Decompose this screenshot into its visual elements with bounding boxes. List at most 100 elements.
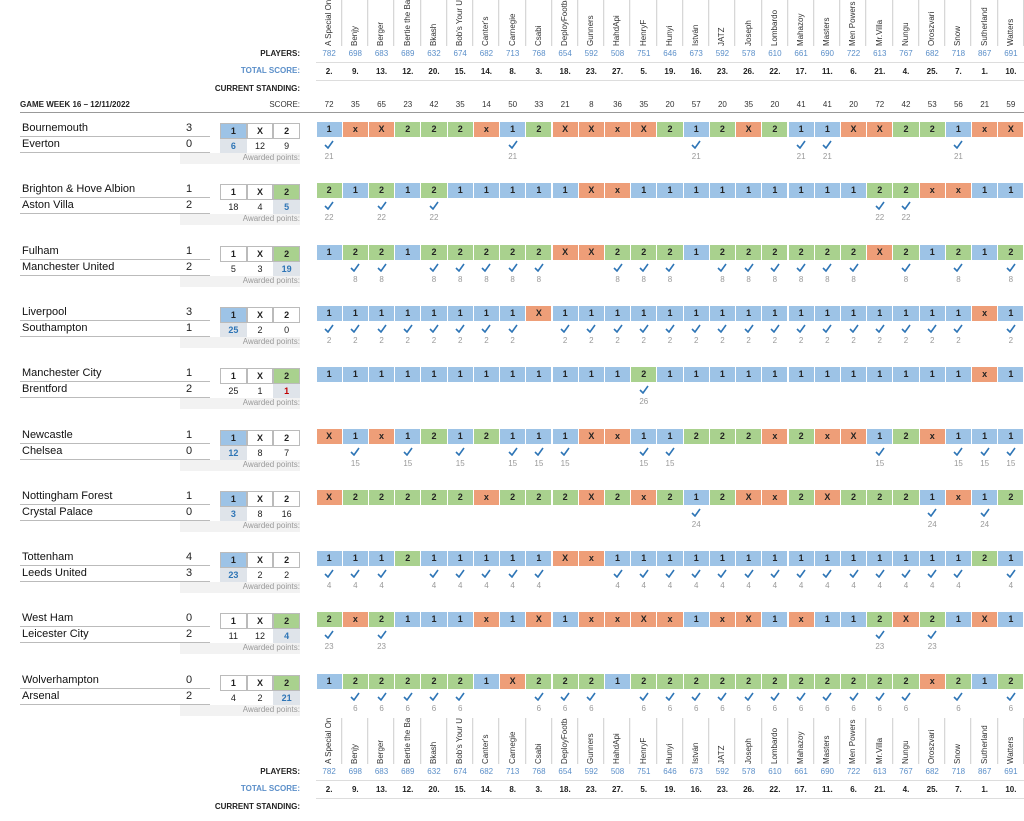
home-goals: 1: [186, 428, 193, 441]
standing: 1.: [981, 785, 988, 794]
total-score: 768: [532, 49, 546, 58]
check-icon: [350, 324, 360, 333]
check-icon: [691, 324, 701, 333]
pick-cell: x: [788, 612, 814, 628]
awarded-label: Awarded points:: [180, 582, 300, 594]
option-box: X: [246, 306, 274, 323]
home-team: Bournemouth: [22, 122, 89, 134]
awarded-points: 6: [667, 703, 673, 713]
pick-cell: 2: [972, 551, 998, 567]
divider: [316, 798, 1024, 799]
total-score: 718: [951, 49, 966, 58]
pick-cell: 1: [657, 305, 683, 321]
pick-cell: 1: [998, 428, 1024, 444]
standing: 5.: [640, 785, 648, 794]
check-icon: [612, 263, 623, 272]
away-team: Everton: [22, 138, 60, 150]
total-score: 613: [873, 767, 887, 776]
pick-cell: X: [736, 612, 762, 628]
week-score: 41: [796, 100, 806, 109]
standing: 15.: [454, 67, 466, 76]
week-score: 21: [980, 100, 990, 109]
pick-cell: 2: [867, 612, 893, 628]
total-score: 713: [505, 49, 520, 58]
pick-cell: 1: [421, 305, 447, 321]
pick-cell: 1: [526, 183, 552, 199]
standing: 27.: [611, 67, 624, 76]
total-score: 698: [348, 49, 362, 58]
check-icon: [324, 569, 334, 579]
week-score: 20: [717, 100, 727, 109]
option-box: 2: [273, 490, 300, 507]
awarded-points: 8: [536, 274, 542, 284]
home-goals: 3: [186, 122, 193, 134]
week-score: 72: [875, 100, 885, 109]
check-icon: [481, 263, 492, 272]
awarded-points: 22: [901, 213, 911, 223]
option-box: 2: [273, 184, 300, 201]
players-label: PLAYERS:: [260, 49, 300, 58]
pick-cell: 1: [998, 551, 1024, 567]
awarded-points: 8: [457, 274, 463, 284]
standing: 22.: [769, 785, 781, 794]
awarded-points: 22: [429, 213, 439, 223]
awarded-points: 2: [379, 335, 384, 345]
player-name: Lombardo: [761, 0, 788, 46]
pick-cell: x: [972, 122, 998, 137]
pick-cell: 2: [657, 122, 683, 137]
standing: 13.: [375, 67, 388, 76]
standing: 15.: [454, 785, 466, 794]
pick-cell: 1: [945, 551, 972, 567]
away-team: Brentford: [22, 383, 68, 396]
player-name: Canter's: [473, 718, 500, 764]
underline: [20, 503, 210, 505]
home-goals: 3: [186, 305, 193, 318]
week-score: 42: [429, 100, 439, 109]
player-name: Masters: [814, 718, 841, 764]
total-score: 592: [715, 49, 730, 58]
awarded-points: 2: [562, 335, 568, 345]
pick-cell: 1: [500, 122, 526, 137]
standing: 1.: [981, 67, 988, 76]
pick-cell: 2: [631, 244, 657, 260]
pick-cell: 1: [552, 183, 578, 199]
home-team: Tottenham: [22, 551, 74, 564]
awarded-points: 21: [822, 152, 832, 161]
check-icon: [350, 692, 360, 701]
pick-cell: 1: [683, 305, 709, 321]
pick-cell: 1: [473, 673, 500, 689]
pick-cell: x: [368, 428, 395, 444]
score-label: SCORE:: [269, 100, 300, 109]
away-team: Chelsea: [22, 444, 63, 457]
pick-cell: 2: [788, 244, 814, 260]
check-icon: [403, 692, 413, 701]
total-score: 698: [348, 767, 362, 776]
standing: 4.: [902, 785, 910, 794]
pick-cell: 2: [578, 673, 604, 689]
awarded-points: 6: [405, 703, 410, 713]
option-box: 2: [273, 552, 300, 569]
awarded-points: 15: [639, 458, 649, 468]
pick-count: 5: [230, 263, 236, 274]
pick-cell: x: [578, 551, 604, 567]
awarded-points: 4: [693, 581, 699, 591]
standing: 6.: [850, 785, 857, 794]
pick-cell: 1: [683, 489, 709, 505]
option-box: X: [246, 184, 274, 201]
awarded-points: 8: [431, 274, 437, 284]
pick-cell: X: [316, 489, 342, 505]
player-name: Joseph: [735, 0, 762, 46]
player-name: JATZ: [709, 718, 736, 764]
pick-cell: 1: [893, 367, 919, 383]
option-box: 2: [273, 245, 300, 262]
pick-cell: 2: [998, 244, 1024, 260]
check-icon: [376, 569, 387, 579]
check-icon: [376, 263, 387, 272]
pick-cell: 2: [762, 122, 788, 137]
check-icon: [980, 447, 990, 456]
check-icon: [875, 692, 885, 701]
awarded-points: 2: [510, 335, 515, 345]
awarded-points: 6: [1008, 703, 1014, 713]
check-icon: [848, 569, 859, 579]
pick-cell: 1: [998, 367, 1024, 383]
